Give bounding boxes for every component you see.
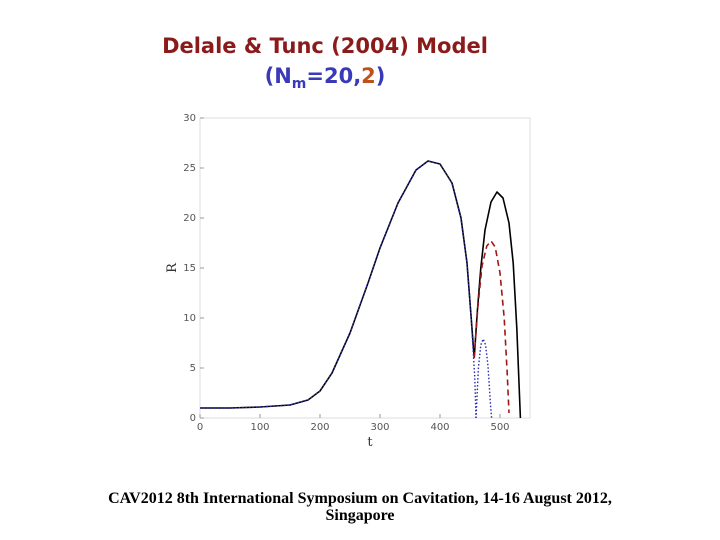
y-tick-label: 5 bbox=[190, 363, 196, 374]
y-tick-label: 25 bbox=[183, 163, 196, 174]
y-tick-label: 0 bbox=[190, 413, 196, 424]
subtitle-equation: =20, bbox=[306, 64, 362, 88]
footer-line1: CAV2012 8th International Symposium on C… bbox=[108, 490, 612, 507]
x-tick-label: 0 bbox=[197, 422, 203, 433]
chart-subtitle: (Nm=20,2) bbox=[0, 64, 685, 92]
series-dotted-line bbox=[200, 160, 477, 419]
chart-title-line1: Delale & Tunc (2004) Model bbox=[162, 34, 488, 58]
x-tick-label: 500 bbox=[490, 422, 509, 433]
y-tick-label: 30 bbox=[183, 113, 196, 124]
chart-series bbox=[200, 160, 522, 419]
series-dashed-line bbox=[473, 240, 510, 414]
x-tick-label: 100 bbox=[250, 422, 269, 433]
subtitle-highlight: 2 bbox=[361, 64, 376, 88]
footer-line2: Singapore bbox=[325, 507, 395, 524]
y-tick-label: 10 bbox=[183, 313, 196, 324]
x-tick-label: 300 bbox=[370, 422, 389, 433]
subtitle-n-letter: N bbox=[274, 64, 292, 88]
subtitle-paren-open: ( bbox=[264, 64, 275, 88]
chart-title: Delale & Tunc (2004) Model bbox=[0, 34, 685, 58]
subtitle-paren-close: ) bbox=[375, 64, 386, 88]
y-axis-label: R bbox=[165, 262, 180, 273]
series-solid-line bbox=[473, 191, 522, 419]
series-solid-line bbox=[200, 160, 475, 409]
x-tick-label: 200 bbox=[310, 422, 329, 433]
subtitle-n-subscript: m bbox=[291, 76, 307, 92]
series-dotted-line bbox=[475, 338, 493, 419]
x-tick-label: 400 bbox=[430, 422, 449, 433]
y-tick-label: 15 bbox=[183, 263, 196, 274]
y-tick-label: 20 bbox=[183, 213, 196, 224]
x-axis-label: t bbox=[367, 435, 373, 450]
